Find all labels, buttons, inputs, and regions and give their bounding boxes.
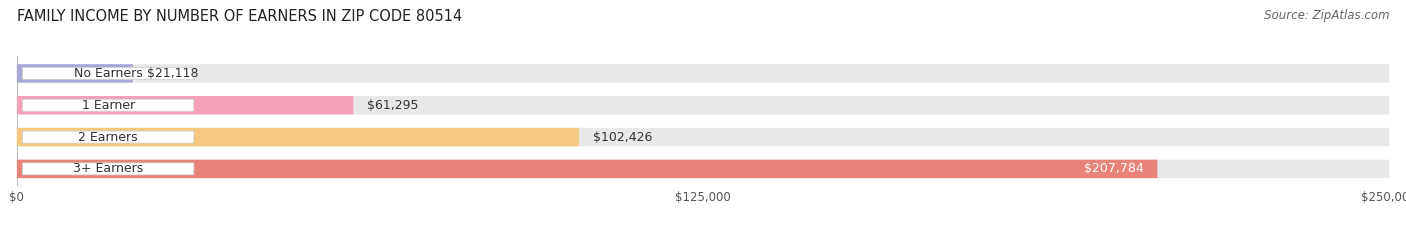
Text: $61,295: $61,295	[367, 99, 419, 112]
FancyBboxPatch shape	[17, 64, 132, 83]
FancyBboxPatch shape	[17, 96, 1389, 114]
FancyBboxPatch shape	[17, 96, 353, 114]
FancyBboxPatch shape	[22, 67, 194, 79]
Text: $102,426: $102,426	[593, 130, 652, 144]
FancyBboxPatch shape	[22, 163, 194, 175]
Text: 2 Earners: 2 Earners	[79, 130, 138, 144]
Text: $207,784: $207,784	[1084, 162, 1143, 175]
Text: Source: ZipAtlas.com: Source: ZipAtlas.com	[1264, 9, 1389, 22]
FancyBboxPatch shape	[17, 160, 1157, 178]
Text: 3+ Earners: 3+ Earners	[73, 162, 143, 175]
FancyBboxPatch shape	[17, 128, 579, 146]
Text: No Earners: No Earners	[73, 67, 142, 80]
FancyBboxPatch shape	[17, 160, 1389, 178]
FancyBboxPatch shape	[22, 131, 194, 143]
Text: FAMILY INCOME BY NUMBER OF EARNERS IN ZIP CODE 80514: FAMILY INCOME BY NUMBER OF EARNERS IN ZI…	[17, 9, 463, 24]
FancyBboxPatch shape	[22, 99, 194, 111]
FancyBboxPatch shape	[17, 128, 1389, 146]
FancyBboxPatch shape	[17, 64, 1389, 83]
Text: $21,118: $21,118	[146, 67, 198, 80]
Text: 1 Earner: 1 Earner	[82, 99, 135, 112]
